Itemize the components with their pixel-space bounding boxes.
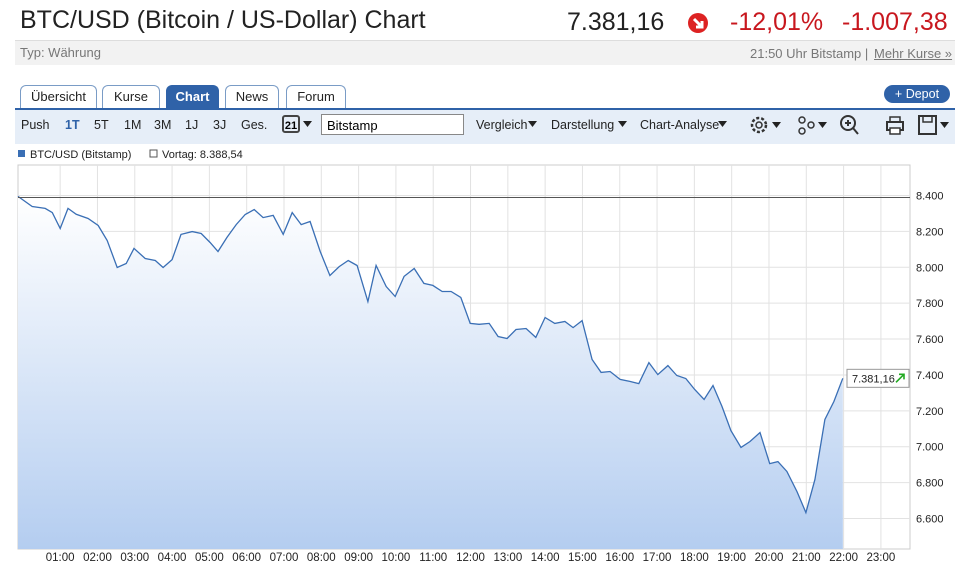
tab[interactable]: News: [225, 85, 279, 108]
up-arrow: [895, 373, 905, 383]
y-tick-label: 8.200: [916, 226, 944, 238]
depot-button[interactable]: + Depot: [884, 85, 950, 103]
y-tick-label: 8.000: [916, 262, 944, 274]
x-tick-label: 21:00: [792, 552, 821, 564]
calendar-button[interactable]: 21: [282, 115, 300, 133]
exchange-value: Bitstamp: [327, 118, 378, 133]
x-tick-label: 15:00: [568, 552, 597, 564]
legend-label: BTC/USD (Bitstamp): [30, 149, 131, 161]
down-icon: [688, 13, 708, 33]
x-tick-label: 04:00: [158, 552, 187, 564]
x-tick-label: 10:00: [382, 552, 411, 564]
legend-swatch: [18, 150, 25, 157]
tab-active[interactable]: Chart: [166, 85, 219, 108]
menu[interactable]: Darstellung: [551, 118, 615, 132]
page-title: BTC/USD (Bitcoin / US-Dollar) Chart: [20, 6, 426, 34]
more-link[interactable]: Mehr Kurse »: [874, 46, 953, 61]
x-tick-label: 20:00: [755, 552, 784, 564]
menu[interactable]: Vergleich: [476, 118, 528, 132]
range[interactable]: 1M: [124, 118, 142, 132]
x-tick-label: 07:00: [270, 552, 299, 564]
y-tick-label: 7.200: [916, 406, 944, 418]
x-tick-label: 11:00: [419, 552, 447, 564]
x-tick-label: 17:00: [643, 552, 672, 564]
value-label: 7.381,16: [852, 373, 895, 385]
y-tick-label: 7.800: [916, 298, 944, 310]
price: 7.381,16: [567, 8, 665, 36]
y-tick-label: 7.600: [916, 334, 944, 346]
x-tick-label: 18:00: [680, 552, 709, 564]
value-label-box: [846, 368, 910, 388]
y-tick-label: 7.000: [916, 442, 944, 454]
source: 21:50 Uhr Bitstamp |: [750, 46, 869, 61]
x-tick-label: 23:00: [867, 552, 896, 564]
x-tick-label: 09:00: [344, 552, 373, 564]
tab[interactable]: Übersicht: [20, 85, 97, 108]
x-tick-label: 06:00: [232, 552, 261, 564]
x-tick-label: 14:00: [531, 552, 560, 564]
y-tick-label: 8.400: [916, 191, 944, 203]
range-active[interactable]: 1T: [65, 118, 80, 132]
change-pct: -12,01%: [730, 8, 824, 36]
x-tick-label: 03:00: [120, 552, 149, 564]
tool-icons: [750, 115, 949, 135]
x-tick-label: 22:00: [829, 552, 858, 564]
asset-type: Typ: Währung: [20, 45, 101, 60]
y-tick-label: 6.600: [916, 513, 944, 525]
toolbar: [15, 108, 955, 144]
legend-label: Vortag: 8.388,54: [162, 149, 243, 161]
range[interactable]: 3M: [154, 118, 172, 132]
change-abs: -1.007,38: [842, 8, 948, 36]
subheader-bar: [15, 40, 955, 65]
menu[interactable]: Chart-Analyse: [640, 118, 720, 132]
y-tick-label: 7.400: [916, 370, 944, 382]
range[interactable]: 1J: [185, 118, 199, 132]
exchange-select[interactable]: Bitstamp: [321, 114, 464, 135]
range[interactable]: 3J: [213, 118, 227, 132]
x-tick-label: 02:00: [83, 552, 112, 564]
y-tick-label: 6.800: [916, 478, 944, 490]
tab[interactable]: Forum: [286, 85, 346, 108]
area: [18, 196, 843, 549]
range[interactable]: Ges.: [241, 118, 268, 132]
line: [17, 195, 844, 515]
x-tick-label: 12:00: [456, 552, 485, 564]
x-tick-label: 16:00: [605, 552, 634, 564]
x-tick-label: 05:00: [195, 552, 224, 564]
tab[interactable]: Kurse: [102, 85, 160, 108]
range[interactable]: Push: [21, 118, 50, 132]
range[interactable]: 5T: [94, 118, 109, 132]
x-tick-label: 19:00: [717, 552, 746, 564]
x-tick-label: 01:00: [46, 552, 75, 564]
x-tick-label: 08:00: [307, 552, 336, 564]
dropdown-arrow: [303, 121, 312, 127]
x-tick-label: 13:00: [493, 552, 522, 564]
legend-swatch: [149, 149, 158, 158]
